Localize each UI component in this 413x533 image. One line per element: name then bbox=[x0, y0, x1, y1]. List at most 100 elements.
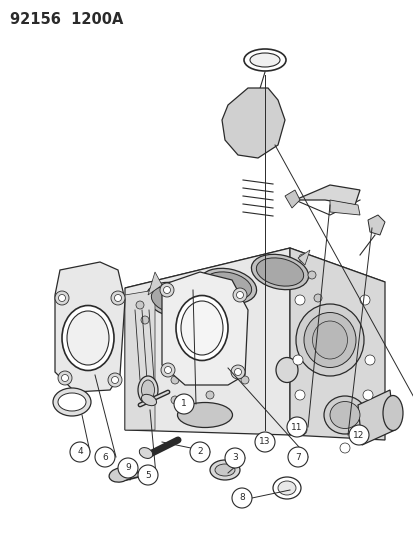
Circle shape bbox=[95, 447, 115, 467]
Ellipse shape bbox=[209, 460, 240, 480]
Circle shape bbox=[70, 442, 90, 462]
Circle shape bbox=[136, 301, 144, 309]
Text: 9: 9 bbox=[125, 464, 131, 472]
Circle shape bbox=[254, 432, 274, 452]
Polygon shape bbox=[284, 190, 299, 208]
Circle shape bbox=[339, 443, 349, 453]
Circle shape bbox=[224, 448, 244, 468]
Text: 8: 8 bbox=[239, 494, 244, 503]
Circle shape bbox=[236, 292, 243, 298]
Polygon shape bbox=[294, 185, 359, 205]
Circle shape bbox=[114, 295, 121, 302]
Circle shape bbox=[163, 287, 170, 294]
Ellipse shape bbox=[243, 49, 285, 71]
Circle shape bbox=[171, 396, 178, 404]
Polygon shape bbox=[125, 248, 289, 435]
Ellipse shape bbox=[256, 258, 303, 286]
Text: 2: 2 bbox=[197, 448, 202, 456]
Polygon shape bbox=[125, 290, 154, 430]
Circle shape bbox=[296, 425, 306, 435]
Polygon shape bbox=[221, 88, 284, 158]
Circle shape bbox=[62, 375, 68, 382]
Ellipse shape bbox=[249, 53, 279, 67]
Ellipse shape bbox=[139, 448, 152, 458]
Ellipse shape bbox=[382, 395, 402, 431]
Circle shape bbox=[138, 465, 158, 485]
Text: 1: 1 bbox=[181, 400, 186, 408]
Circle shape bbox=[55, 291, 69, 305]
Text: 11: 11 bbox=[291, 423, 302, 432]
Ellipse shape bbox=[251, 254, 308, 290]
Ellipse shape bbox=[323, 396, 365, 434]
Ellipse shape bbox=[277, 481, 295, 495]
Circle shape bbox=[108, 373, 122, 387]
Polygon shape bbox=[357, 390, 394, 445]
Circle shape bbox=[362, 390, 372, 400]
Circle shape bbox=[294, 295, 304, 305]
Circle shape bbox=[287, 447, 307, 467]
Ellipse shape bbox=[199, 268, 256, 304]
Text: 6: 6 bbox=[102, 453, 108, 462]
Ellipse shape bbox=[275, 358, 297, 383]
Text: 92156  1200A: 92156 1200A bbox=[10, 12, 123, 27]
Ellipse shape bbox=[109, 468, 131, 482]
Text: 3: 3 bbox=[232, 454, 237, 463]
Circle shape bbox=[240, 376, 248, 384]
Circle shape bbox=[307, 271, 315, 279]
Text: 4: 4 bbox=[77, 448, 83, 456]
Ellipse shape bbox=[312, 321, 347, 359]
Ellipse shape bbox=[58, 393, 86, 411]
Circle shape bbox=[294, 390, 304, 400]
Ellipse shape bbox=[329, 401, 359, 429]
Circle shape bbox=[159, 283, 173, 297]
Text: 7: 7 bbox=[294, 453, 300, 462]
Ellipse shape bbox=[204, 272, 251, 300]
Circle shape bbox=[348, 425, 368, 445]
Circle shape bbox=[206, 371, 214, 379]
Ellipse shape bbox=[141, 394, 156, 406]
Circle shape bbox=[230, 365, 244, 379]
Circle shape bbox=[164, 367, 171, 374]
Circle shape bbox=[58, 371, 72, 385]
Circle shape bbox=[111, 291, 125, 305]
Ellipse shape bbox=[62, 305, 114, 370]
Polygon shape bbox=[289, 248, 384, 440]
Circle shape bbox=[190, 442, 209, 462]
Circle shape bbox=[313, 294, 321, 302]
Circle shape bbox=[111, 376, 118, 384]
Polygon shape bbox=[55, 262, 125, 392]
Polygon shape bbox=[367, 215, 384, 235]
Polygon shape bbox=[297, 250, 309, 265]
Ellipse shape bbox=[180, 301, 223, 355]
Circle shape bbox=[292, 355, 302, 365]
Ellipse shape bbox=[151, 286, 198, 314]
Circle shape bbox=[234, 368, 241, 376]
Circle shape bbox=[298, 254, 306, 262]
Circle shape bbox=[364, 355, 374, 365]
Ellipse shape bbox=[295, 304, 363, 376]
Ellipse shape bbox=[303, 312, 355, 367]
Ellipse shape bbox=[53, 388, 91, 416]
Ellipse shape bbox=[272, 477, 300, 499]
Ellipse shape bbox=[67, 311, 109, 365]
Polygon shape bbox=[125, 248, 384, 322]
Circle shape bbox=[58, 295, 65, 302]
Ellipse shape bbox=[146, 282, 203, 318]
Polygon shape bbox=[329, 200, 359, 215]
Ellipse shape bbox=[141, 380, 154, 400]
Circle shape bbox=[286, 417, 306, 437]
Circle shape bbox=[141, 316, 149, 324]
Circle shape bbox=[359, 295, 369, 305]
Circle shape bbox=[118, 458, 138, 478]
Ellipse shape bbox=[177, 402, 232, 427]
Polygon shape bbox=[147, 272, 161, 295]
Polygon shape bbox=[161, 272, 247, 385]
Circle shape bbox=[206, 391, 214, 399]
Circle shape bbox=[171, 376, 178, 384]
Ellipse shape bbox=[214, 464, 235, 476]
Circle shape bbox=[233, 288, 247, 302]
Ellipse shape bbox=[176, 295, 228, 360]
Text: 5: 5 bbox=[145, 471, 150, 480]
Circle shape bbox=[173, 394, 194, 414]
Text: 12: 12 bbox=[352, 431, 364, 440]
